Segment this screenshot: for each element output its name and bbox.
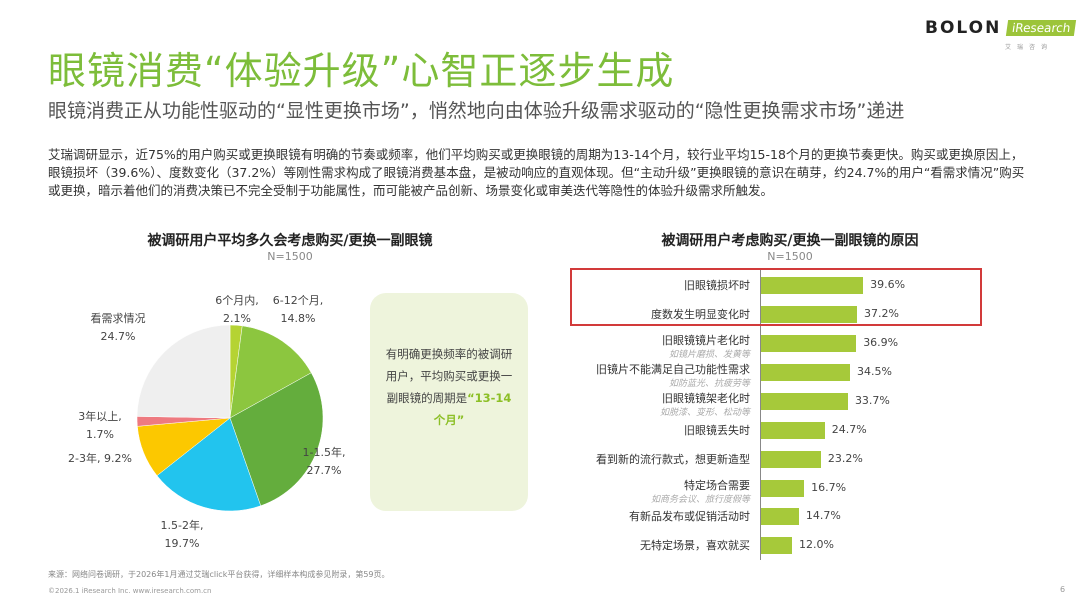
pie-label: 6-12个月, 14.8%	[273, 292, 323, 328]
pie-label-value: 9.2%	[104, 452, 132, 465]
bar-value-label: 37.2%	[863, 307, 899, 320]
bar-category: 看到新的流行款式，想更新造型	[596, 453, 750, 466]
pie-slice	[229, 372, 324, 507]
bar-category: 旧眼镜丢失时	[684, 424, 750, 437]
bar-category: 旧眼镜镜架老化时	[662, 392, 750, 405]
pie-title: 被调研用户平均多久会考虑购买/更换一副眼镜	[147, 233, 433, 249]
bar	[761, 508, 799, 525]
bar	[761, 451, 821, 468]
highlight-box	[570, 268, 982, 326]
bar-category-note: 如商务会议、旅行度假等	[650, 495, 750, 505]
pie-label-category: 6-12个月,	[272, 294, 324, 307]
bar	[761, 480, 805, 497]
callout-box: 有明确更换频率的被调研用户，平均购买或更换一副眼镜的周期是“13-14个月”	[370, 293, 528, 511]
bar-category: 度数发生明显变化时	[651, 308, 750, 321]
pie-label-category: 1-1.5年,	[302, 446, 346, 459]
bar-title: 被调研用户考虑购买/更换一副眼镜的原因	[661, 233, 919, 249]
pie-n: N=1500	[267, 250, 313, 263]
bar	[761, 537, 792, 554]
bar-category: 旧眼镜损坏时	[684, 279, 750, 292]
page-number: 6	[1060, 585, 1066, 594]
bar	[761, 364, 850, 381]
pie-label: 2-3年, 9.2%	[68, 450, 132, 468]
bar-value-label: 39.6%	[870, 278, 906, 291]
pie-slice	[156, 417, 262, 512]
body-text: 艾瑞调研显示，近75%的用户购买或更换眼镜有明确的节奏或频率，他们平均购买或更换…	[48, 147, 1025, 198]
bar	[761, 277, 864, 294]
pie-slice	[229, 325, 312, 419]
bar-category: 旧镜片不能满足自己功能性需求	[596, 363, 750, 376]
brand-logo: BOLON	[925, 18, 1002, 38]
bar-category: 旧眼镜镜片老化时	[662, 334, 750, 347]
bar-category-note: 如防蓝光、抗疲劳等	[668, 379, 750, 389]
pie-label-category: 1.5-2年,	[160, 519, 204, 532]
bar	[761, 422, 825, 439]
bar-value-label: 14.7%	[805, 509, 841, 522]
bar-value-label: 24.7%	[831, 423, 867, 436]
callout-text: 有明确更换频率的被调研用户，平均购买或更换一副眼镜的周期是	[385, 347, 513, 405]
pie-label-value: 27.7%	[306, 464, 342, 477]
pie-label: 6个月内, 2.1%	[215, 292, 259, 328]
page-title: 眼镜消费“体验升级”心智正逐步生成	[48, 49, 675, 93]
pie-label: 看需求情况 24.7%	[91, 310, 146, 346]
pie-label-value: 14.8%	[280, 312, 316, 325]
pie-label-category: 2-3年,	[68, 452, 101, 465]
bar	[761, 335, 857, 352]
bar-axis	[760, 270, 761, 560]
bar-category-note: 如镜片磨损、发黄等	[668, 350, 750, 360]
callout-highlight: “13-14个月”	[433, 391, 512, 427]
bar-value-label: 16.7%	[811, 481, 847, 494]
pie-chart	[136, 324, 324, 512]
logo: BOLON iResearch 艾瑞咨询	[925, 18, 1077, 51]
bar-category: 无特定场景，喜欢就买	[640, 539, 750, 552]
copyright: ©2026.1 iResearch Inc. www.iresearch.com…	[48, 587, 212, 595]
bar-value-label: 12.0%	[798, 538, 834, 551]
bar-value-label: 23.2%	[827, 452, 863, 465]
pie-label-category: 看需求情况	[90, 312, 146, 325]
bar-value-label: 33.7%	[854, 394, 890, 407]
source-note: 来源：网络问卷调研，于2026年1月通过艾瑞click平台获得，详细样本构成参见…	[48, 570, 390, 579]
page-subtitle: 眼镜消费正从功能性驱动的“显性更换市场”，悄然地向由体验升级需求驱动的“隐性更换…	[48, 100, 905, 122]
pie-slice	[136, 324, 231, 419]
pie-label: 3年以上, 1.7%	[78, 408, 122, 444]
bar-category: 有新品发布或促销活动时	[629, 510, 750, 523]
pie-label-category: 6个月内,	[215, 294, 259, 307]
pie-label-value: 1.7%	[86, 428, 114, 441]
bar-value-label: 34.5%	[857, 365, 892, 378]
pie-label-category: 3年以上,	[78, 410, 122, 423]
bar-n: N=1500	[767, 250, 813, 263]
pie-label-value: 24.7%	[100, 330, 136, 343]
partner-logo: iResearch	[1006, 20, 1077, 36]
partner-logo-cn: 艾瑞咨询	[1005, 44, 1054, 51]
bar-category-note: 如脱漆、变形、松动等	[659, 408, 750, 418]
bar-value-label: 36.9%	[863, 336, 899, 349]
pie-label-value: 2.1%	[223, 312, 251, 325]
pie-label: 1.5-2年, 19.7%	[161, 517, 204, 553]
bar	[761, 306, 857, 323]
pie-label-value: 19.7%	[164, 537, 200, 550]
pie-label: 1-1.5年, 27.7%	[303, 444, 346, 480]
bar	[761, 393, 848, 410]
bar-category: 特定场合需要	[684, 479, 750, 492]
